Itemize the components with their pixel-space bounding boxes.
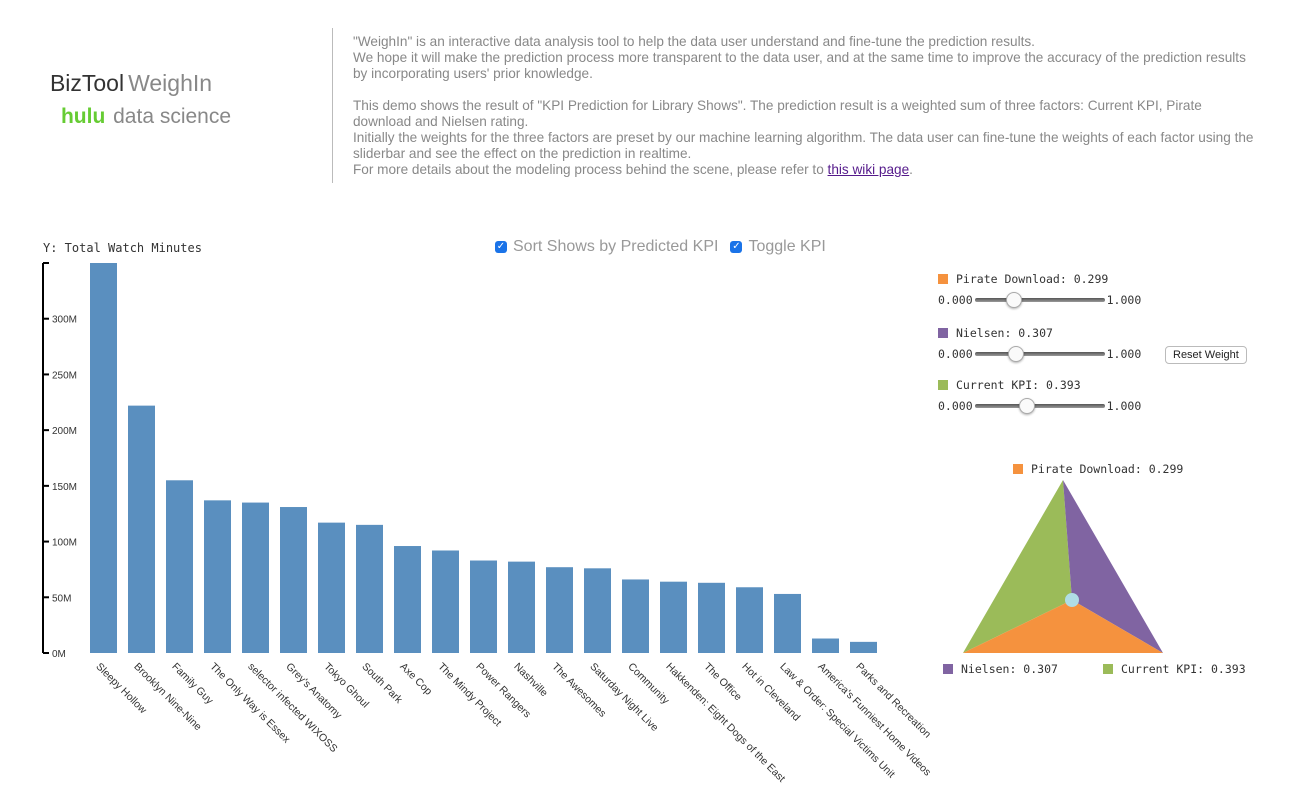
desc-more-prefix: For more details about the modeling proc… — [353, 162, 828, 177]
kpi-slider-thumb[interactable] — [1018, 398, 1035, 414]
x-tick-label: Nashville — [511, 661, 550, 700]
nielsen-min-label: 0.000 — [938, 347, 973, 361]
bar — [622, 579, 649, 653]
bar — [508, 561, 535, 653]
pirate-slider-thumb[interactable] — [1006, 292, 1023, 308]
nielsen-swatch — [938, 328, 948, 338]
triangle-legend-nielsen: Nielsen: 0.307 — [943, 662, 1058, 676]
weight-nielsen: Nielsen: 0.307 0.000 1.000 — [938, 324, 1278, 376]
kpi-min-label: 0.000 — [938, 399, 973, 413]
brand: BizTool WeighIn hulu data science — [0, 70, 262, 129]
description: "WeighIn" is an interactive data analysi… — [353, 34, 1258, 178]
tri-kpi-label: Current KPI: 0.393 — [1121, 662, 1246, 676]
bar — [736, 587, 763, 653]
triangle-legend-kpi: Current KPI: 0.393 — [1103, 662, 1246, 676]
bar — [812, 638, 839, 653]
tri-pirate-label: Pirate Download: 0.299 — [1031, 462, 1184, 476]
tri-kpi-swatch — [1103, 664, 1113, 674]
bar — [774, 593, 801, 653]
brand-weighin: WeighIn — [128, 70, 213, 96]
bar — [432, 550, 459, 653]
bar — [546, 567, 573, 653]
bars — [90, 263, 877, 653]
pirate-swatch — [938, 274, 948, 284]
y-tick-label: 200M — [52, 426, 77, 437]
bar — [90, 263, 117, 653]
kpi-max-label: 1.000 — [1106, 399, 1142, 413]
desc-demo: This demo shows the result of "KPI Predi… — [353, 98, 1202, 129]
brand-biztool: BizTool — [49, 70, 125, 96]
y-axis-title: Y: Total Watch Minutes — [43, 241, 202, 255]
brand-data-science: data science — [113, 105, 232, 128]
bar — [166, 480, 193, 653]
y-tick-label: 150M — [52, 482, 77, 493]
sort-label[interactable]: Sort Shows by Predicted KPI — [513, 238, 719, 255]
y-tick-label: 50M — [52, 593, 71, 604]
kpi-swatch — [938, 380, 948, 390]
desc-more: For more details about the modeling proc… — [353, 162, 1258, 178]
desc-intro: "WeighIn" is an interactive data analysi… — [353, 34, 1035, 49]
pirate-slider[interactable] — [974, 292, 1105, 308]
nielsen-slider-thumb[interactable] — [1007, 346, 1024, 362]
sort-checkbox[interactable]: ✓ — [495, 241, 507, 253]
toggle-kpi-checkbox[interactable]: ✓ — [730, 241, 743, 253]
tri-nielsen-swatch — [943, 664, 953, 674]
header-divider — [332, 28, 333, 183]
desc-hope: We hope it will make the prediction proc… — [353, 50, 1246, 81]
bar — [698, 582, 725, 653]
bar — [318, 522, 345, 653]
x-tick-label: Parks and Recreation — [853, 661, 933, 741]
y-tick-label: 100M — [52, 538, 77, 549]
bar-chart: 0M 50M 100M 150M 200M 250M 300M Sleepy HollowB… — [42, 262, 933, 785]
bar — [280, 507, 307, 653]
nielsen-weight-label: Nielsen: 0.307 — [956, 326, 1053, 340]
x-tick-label: Axe Cop — [397, 661, 434, 698]
desc-weights: Initially the weights for the three fact… — [353, 130, 1254, 161]
wiki-link[interactable]: this wiki page — [827, 162, 910, 177]
y-tick-label: 300M — [52, 315, 77, 326]
bar — [356, 524, 383, 653]
kpi-weight-label: Current KPI: 0.393 — [956, 378, 1081, 392]
tri-pirate-swatch — [1013, 464, 1023, 474]
toggle-kpi-label[interactable]: Toggle KPI — [748, 238, 826, 255]
y-tick-label: 0M — [52, 649, 66, 660]
bar — [128, 405, 155, 653]
x-tick-label: Brooklyn Nine-Nine — [131, 661, 204, 734]
desc-more-suffix: . — [909, 162, 913, 177]
weight-panel: Pirate Download: 0.299 0.000 1.000 Nielse… — [938, 270, 1278, 430]
weight-current-kpi: Current KPI: 0.393 0.000 1.000 — [938, 376, 1278, 430]
hulu-logo: hulu — [60, 105, 106, 128]
kpi-slider[interactable] — [974, 398, 1105, 414]
bar — [660, 581, 687, 653]
nielsen-slider[interactable] — [974, 346, 1105, 362]
bar — [470, 560, 497, 653]
bar — [204, 500, 231, 653]
triangle-legend-pirate: Pirate Download: 0.299 — [1013, 462, 1183, 476]
y-axis: 0M 50M 100M 150M 200M 250M 300M — [42, 262, 77, 660]
pirate-min-label: 0.000 — [938, 293, 973, 307]
nielsen-max-label: 1.000 — [1106, 347, 1142, 361]
bar — [584, 568, 611, 653]
triangle-region-nielsen — [1063, 480, 1163, 653]
reset-weight-button[interactable]: Reset Weight — [1165, 346, 1247, 364]
triangle-weight-handle[interactable] — [1065, 593, 1079, 607]
triangle-region-pirate — [963, 600, 1163, 653]
pirate-max-label: 1.000 — [1106, 293, 1142, 307]
tri-nielsen-label: Nielsen: 0.307 — [961, 662, 1058, 676]
weight-pirate: Pirate Download: 0.299 0.000 1.000 — [938, 270, 1278, 324]
bar — [394, 546, 421, 653]
weight-triangle — [963, 480, 1163, 653]
y-tick-label: 250M — [52, 370, 77, 381]
bar — [850, 641, 877, 653]
bar — [242, 502, 269, 653]
pirate-weight-label: Pirate Download: 0.299 — [956, 272, 1109, 286]
chart-toggles: ✓ Sort Shows by Predicted KPI ✓ Toggle K… — [495, 238, 838, 256]
x-tick-label: Saturday Night Live — [587, 661, 660, 734]
triangle-region-current-kpi — [963, 480, 1072, 653]
